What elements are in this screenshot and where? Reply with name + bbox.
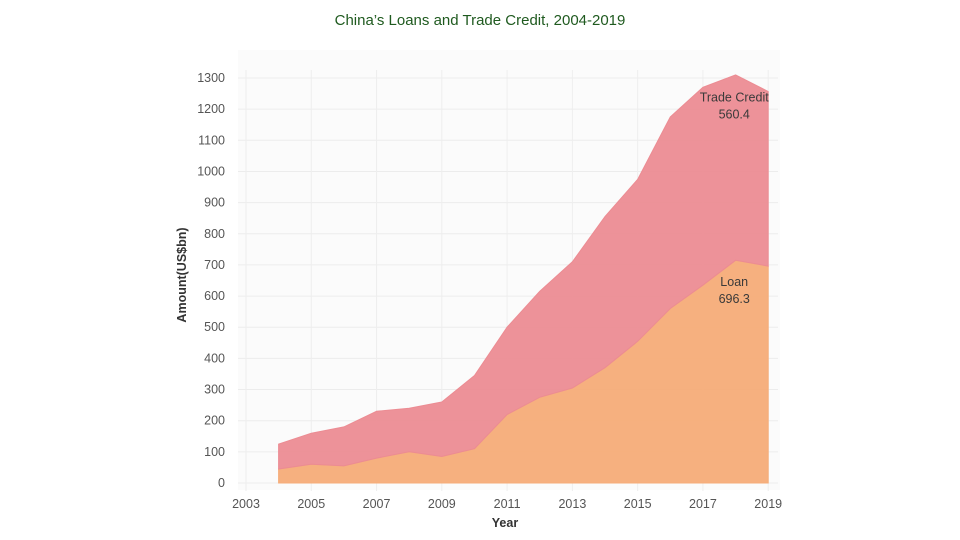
y-tick-label: 800 (204, 227, 225, 241)
trade-credit-annotation-label: Trade Credit (700, 90, 770, 104)
series-annotations: Trade Credit 560.4 Loan 696.3 (700, 90, 770, 306)
y-tick-label: 900 (204, 196, 225, 210)
y-axis-ticks: 0 100 200 300 400 500 600 700 800 900 1000 1100 1200… (197, 71, 225, 490)
y-tick-label: 200 (204, 414, 225, 428)
y-tick-label: 500 (204, 320, 225, 334)
x-tick-label: 2013 (558, 497, 586, 511)
y-tick-label: 700 (204, 258, 225, 272)
y-tick-label: 400 (204, 351, 225, 365)
y-tick-label: 100 (204, 445, 225, 459)
chart-title: China’s Loans and Trade Credit, 2004-201… (334, 12, 626, 29)
x-tick-label: 2019 (754, 497, 782, 511)
x-tick-label: 2015 (624, 497, 652, 511)
x-axis-title: Year (492, 516, 519, 530)
x-tick-label: 2007 (363, 497, 391, 511)
trade-credit-area (278, 74, 769, 470)
x-axis-ticks: 2003 2005 2007 2009 2011 2013 2015 2017 2019 (232, 497, 782, 511)
area-series (278, 74, 769, 484)
y-tick-label: 1200 (197, 102, 225, 116)
y-axis-title: Amount(US$bn) (175, 227, 189, 322)
x-tick-label: 2017 (689, 497, 717, 511)
y-tick-label: 0 (218, 476, 225, 490)
loan-annotation-value: 696.3 (719, 292, 750, 306)
trade-credit-annotation-value: 560.4 (719, 107, 750, 121)
y-tick-label: 1100 (198, 133, 225, 147)
x-tick-label: 2005 (297, 497, 325, 511)
y-tick-label: 1300 (197, 71, 225, 85)
y-tick-label: 600 (204, 289, 225, 303)
y-tick-label: 300 (204, 383, 225, 397)
x-tick-label: 2003 (232, 497, 260, 511)
y-tick-label: 1000 (197, 164, 225, 178)
loan-annotation-label: Loan (720, 275, 748, 289)
x-tick-label: 2009 (428, 497, 456, 511)
x-tick-label: 2011 (494, 497, 521, 511)
